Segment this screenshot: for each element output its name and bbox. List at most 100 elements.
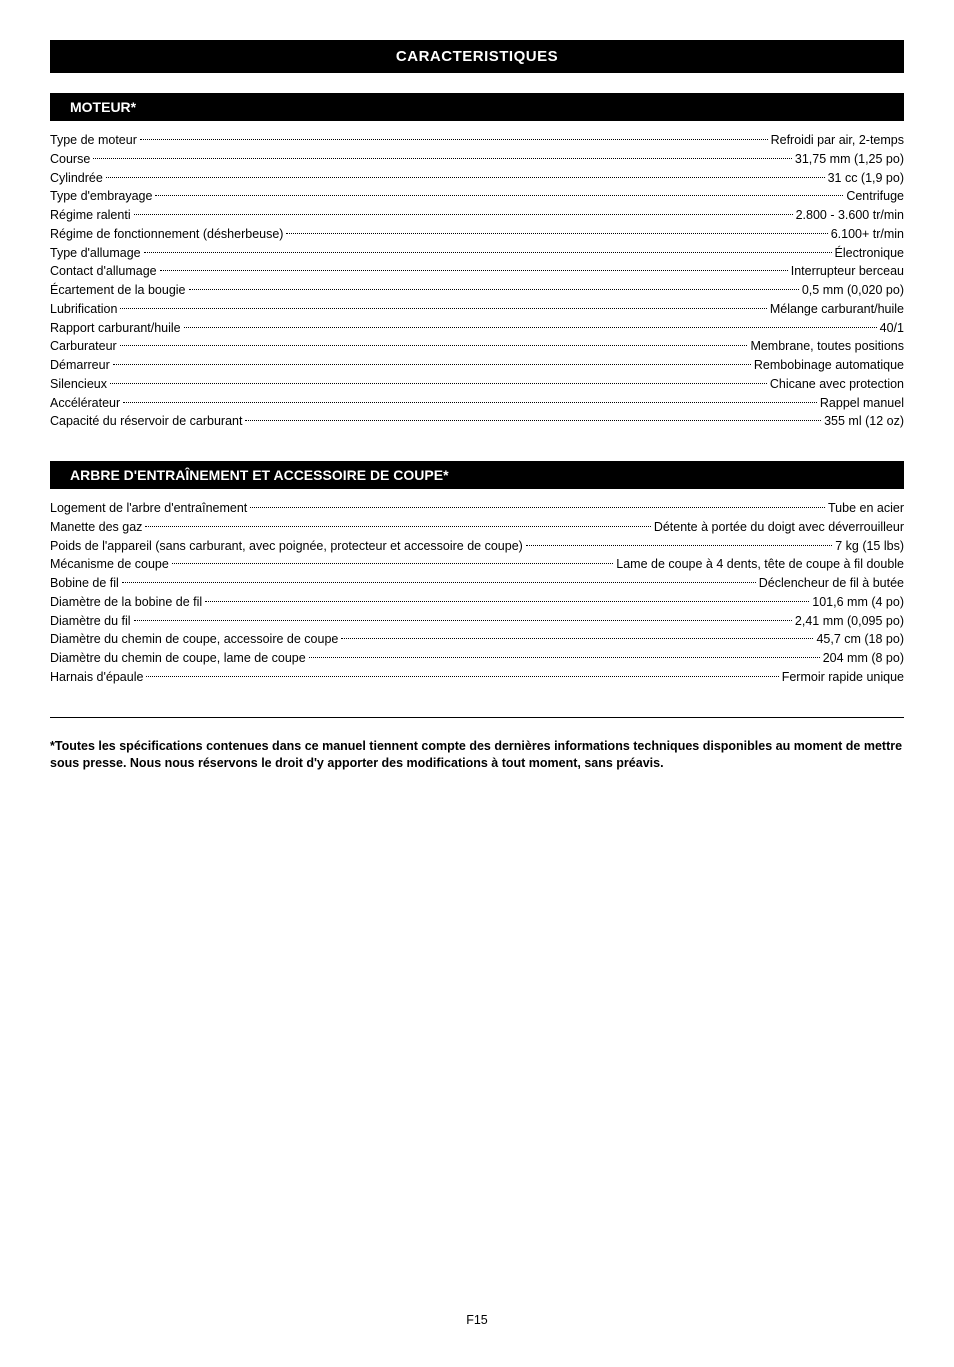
- section-header: ARBRE D'ENTRAÎNEMENT ET ACCESSOIRE DE CO…: [50, 461, 904, 489]
- spec-row: Accélérateur Rappel manuel: [50, 394, 904, 413]
- spec-dots: [286, 233, 827, 234]
- spec-label: Cylindrée: [50, 169, 103, 188]
- spec-list-moteur: Type de moteurRefroidi par air, 2-tempsC…: [50, 131, 904, 431]
- spec-value: 0,5 mm (0,020 po): [802, 281, 904, 300]
- spec-dots: [245, 420, 821, 421]
- spec-row: Régime de fonctionnement (désherbeuse)6.…: [50, 225, 904, 244]
- spec-row: Harnais d'épauleFermoir rapide unique: [50, 668, 904, 687]
- spec-row: Course 31,75 mm (1,25 po): [50, 150, 904, 169]
- spec-dots: [309, 657, 820, 658]
- spec-label: Diamètre de la bobine de fil: [50, 593, 202, 612]
- spec-dots: [106, 177, 825, 178]
- page-title: CARACTERISTIQUES: [50, 40, 904, 73]
- spec-value: 31 cc (1,9 po): [828, 169, 904, 188]
- spec-label: Manette des gaz: [50, 518, 142, 537]
- spec-value: Détente à portée du doigt avec déverroui…: [654, 518, 904, 537]
- spec-value: 7 kg (15 lbs): [835, 537, 904, 556]
- spec-dots: [120, 345, 748, 346]
- spec-dots: [93, 158, 792, 159]
- spec-dots: [146, 676, 778, 677]
- spec-label: Rapport carburant/huile: [50, 319, 181, 338]
- spec-dots: [134, 214, 793, 215]
- spec-value: 2,41 mm (0,095 po): [795, 612, 904, 631]
- spec-dots: [120, 308, 766, 309]
- section-arbre: ARBRE D'ENTRAÎNEMENT ET ACCESSOIRE DE CO…: [50, 461, 904, 687]
- spec-label: Diamètre du fil: [50, 612, 131, 631]
- spec-dots: [189, 289, 799, 290]
- spec-row: LubrificationMélange carburant/huile: [50, 300, 904, 319]
- spec-row: Diamètre du chemin de coupe, lame de cou…: [50, 649, 904, 668]
- spec-row: Écartement de la bougie0,5 mm (0,020 po): [50, 281, 904, 300]
- spec-value: Refroidi par air, 2-temps: [771, 131, 904, 150]
- spec-value: 101,6 mm (4 po): [812, 593, 904, 612]
- spec-dots: [122, 582, 756, 583]
- section-moteur: MOTEUR* Type de moteur Refroidi par air, …: [50, 93, 904, 431]
- spec-row: Mécanisme de coupe Lame de coupe à 4 dent…: [50, 555, 904, 574]
- spec-label: Type de moteur: [50, 131, 137, 150]
- spec-value: Tube en acier: [828, 499, 904, 518]
- spec-value: Lame de coupe à 4 dents, tête de coupe à…: [616, 555, 904, 574]
- spec-label: Contact d'allumage: [50, 262, 157, 281]
- spec-dots: [155, 195, 843, 196]
- spec-row: Bobine de fil Déclencheur de fil à butée: [50, 574, 904, 593]
- spec-dots: [113, 364, 751, 365]
- spec-row: Diamètre du fil 2,41 mm (0,095 po): [50, 612, 904, 631]
- spec-value: Centrifuge: [846, 187, 904, 206]
- spec-row: Régime ralenti2.800 - 3.600 tr/min: [50, 206, 904, 225]
- spec-value: Déclencheur de fil à butée: [759, 574, 904, 593]
- spec-row: Contact d'allumage Interrupteur berceau: [50, 262, 904, 281]
- spec-value: Électronique: [835, 244, 905, 263]
- spec-dots: [341, 638, 813, 639]
- page-number: F15: [50, 1313, 904, 1327]
- spec-row: Diamètre de la bobine de fil 101,6 mm (4 …: [50, 593, 904, 612]
- spec-row: Poids de l'appareil (sans carburant, ave…: [50, 537, 904, 556]
- spec-row: Rapport carburant/huile 40/1: [50, 319, 904, 338]
- divider: [50, 717, 904, 718]
- spec-label: Type d'allumage: [50, 244, 141, 263]
- spec-label: Mécanisme de coupe: [50, 555, 169, 574]
- footnote: *Toutes les spécifications contenues dan…: [50, 738, 904, 773]
- spec-dots: [134, 620, 792, 621]
- spec-value: Chicane avec protection: [770, 375, 904, 394]
- spec-label: Diamètre du chemin de coupe, lame de cou…: [50, 649, 306, 668]
- spec-dots: [160, 270, 788, 271]
- spec-value: 45,7 cm (18 po): [816, 630, 904, 649]
- spec-row: Manette des gaz Détente à portée du doigt…: [50, 518, 904, 537]
- section-header: MOTEUR*: [50, 93, 904, 121]
- spec-dots: [526, 545, 832, 546]
- spec-row: Démarreur Rembobinage automatique: [50, 356, 904, 375]
- spec-row: Type de moteur Refroidi par air, 2-temps: [50, 131, 904, 150]
- spec-label: Capacité du réservoir de carburant: [50, 412, 242, 431]
- spec-row: Type d'allumage Électronique: [50, 244, 904, 263]
- spec-value: Rembobinage automatique: [754, 356, 904, 375]
- spec-row: Logement de l'arbre d'entraînementTube e…: [50, 499, 904, 518]
- spec-value: Rappel manuel: [820, 394, 904, 413]
- spec-label: Démarreur: [50, 356, 110, 375]
- spec-dots: [250, 507, 825, 508]
- spec-label: Régime de fonctionnement (désherbeuse): [50, 225, 283, 244]
- spec-value: 204 mm (8 po): [823, 649, 904, 668]
- spec-value: Interrupteur berceau: [791, 262, 904, 281]
- spec-dots: [144, 252, 832, 253]
- spec-dots: [123, 402, 817, 403]
- spec-label: Diamètre du chemin de coupe, accessoire …: [50, 630, 338, 649]
- spec-value: 40/1: [880, 319, 904, 338]
- spec-value: 355 ml (12 oz): [824, 412, 904, 431]
- spec-value: 31,75 mm (1,25 po): [795, 150, 904, 169]
- spec-label: Accélérateur: [50, 394, 120, 413]
- spec-label: Course: [50, 150, 90, 169]
- spec-label: Régime ralenti: [50, 206, 131, 225]
- spec-dots: [110, 383, 767, 384]
- spec-dots: [184, 327, 877, 328]
- spec-dots: [140, 139, 768, 140]
- spec-label: Harnais d'épaule: [50, 668, 143, 687]
- spec-list-arbre: Logement de l'arbre d'entraînementTube e…: [50, 499, 904, 687]
- spec-label: Carburateur: [50, 337, 117, 356]
- spec-row: Cylindrée 31 cc (1,9 po): [50, 169, 904, 188]
- spec-dots: [145, 526, 650, 527]
- spec-label: Bobine de fil: [50, 574, 119, 593]
- spec-row: Diamètre du chemin de coupe, accessoire …: [50, 630, 904, 649]
- spec-label: Type d'embrayage: [50, 187, 152, 206]
- spec-row: CarburateurMembrane, toutes positions: [50, 337, 904, 356]
- spec-value: Mélange carburant/huile: [770, 300, 904, 319]
